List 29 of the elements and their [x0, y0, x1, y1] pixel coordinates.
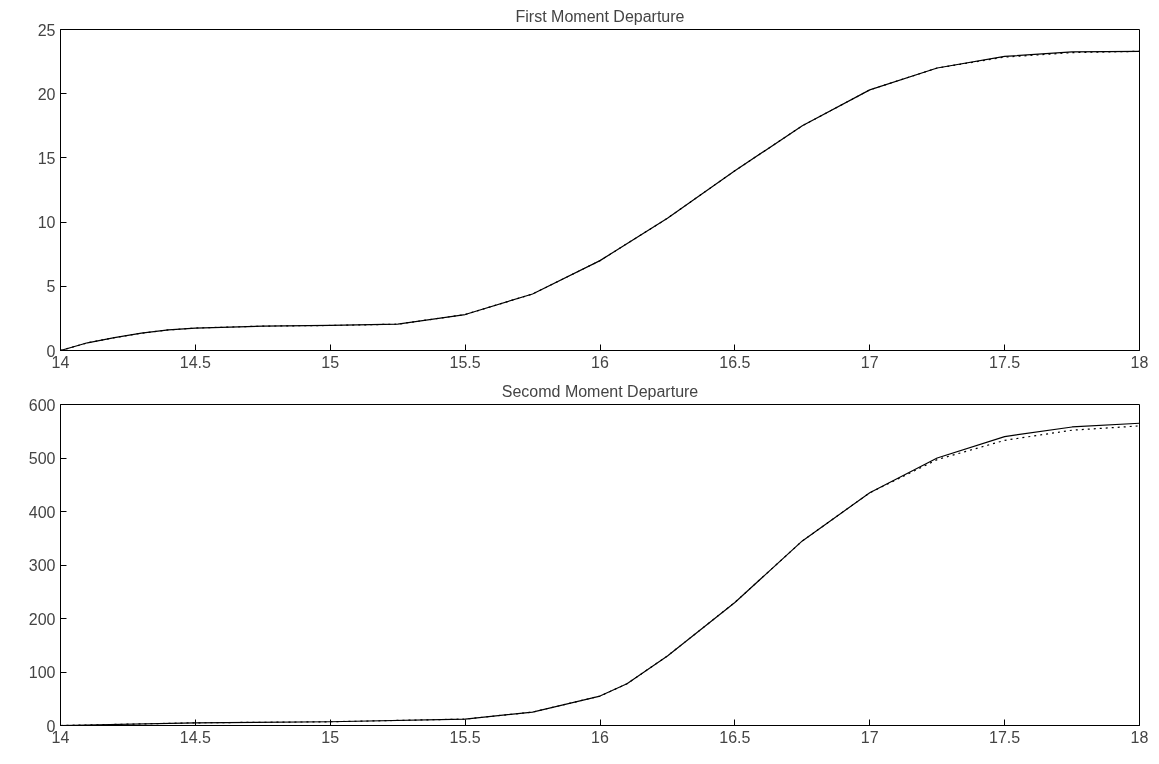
- y-tick-label: 10: [37, 214, 56, 232]
- y-tick-label: 600: [28, 396, 56, 414]
- x-tick-label: 17: [860, 353, 879, 371]
- y-tick-label: 100: [28, 664, 56, 681]
- x-tick-label: 15.5: [449, 353, 481, 371]
- y-tick-label: 200: [28, 610, 56, 628]
- x-tick-label: 18: [1130, 728, 1149, 746]
- x-tick-label: 15: [321, 353, 340, 371]
- y-tick-label: 300: [28, 557, 56, 574]
- x-tick-label: 14.5: [179, 353, 212, 371]
- y-tick-label: 25: [37, 21, 56, 39]
- y-tick-label: 400: [28, 503, 56, 521]
- x-tick-label: 15: [321, 728, 340, 746]
- x-tick-label: 15.5: [449, 728, 481, 746]
- chart-title: First Moment Departure: [515, 7, 685, 25]
- x-tick-label: 17.5: [989, 353, 1021, 371]
- y-tick-label: 5: [46, 278, 56, 296]
- y-tick-label: 500: [28, 450, 56, 467]
- y-tick-label: 15: [37, 149, 56, 167]
- x-tick-label: 16.5: [719, 353, 751, 371]
- x-tick-label: 14.5: [179, 728, 212, 746]
- chart-title: Secomd Moment Departure: [501, 382, 699, 400]
- x-tick-label: 16: [591, 728, 609, 746]
- x-tick-label: 18: [1130, 353, 1149, 371]
- x-tick-label: 17: [860, 728, 879, 746]
- y-tick-label: 20: [37, 85, 56, 103]
- x-tick-label: 17.5: [989, 728, 1021, 746]
- x-tick-label: 16: [591, 353, 609, 371]
- x-tick-label: 16.5: [719, 728, 751, 746]
